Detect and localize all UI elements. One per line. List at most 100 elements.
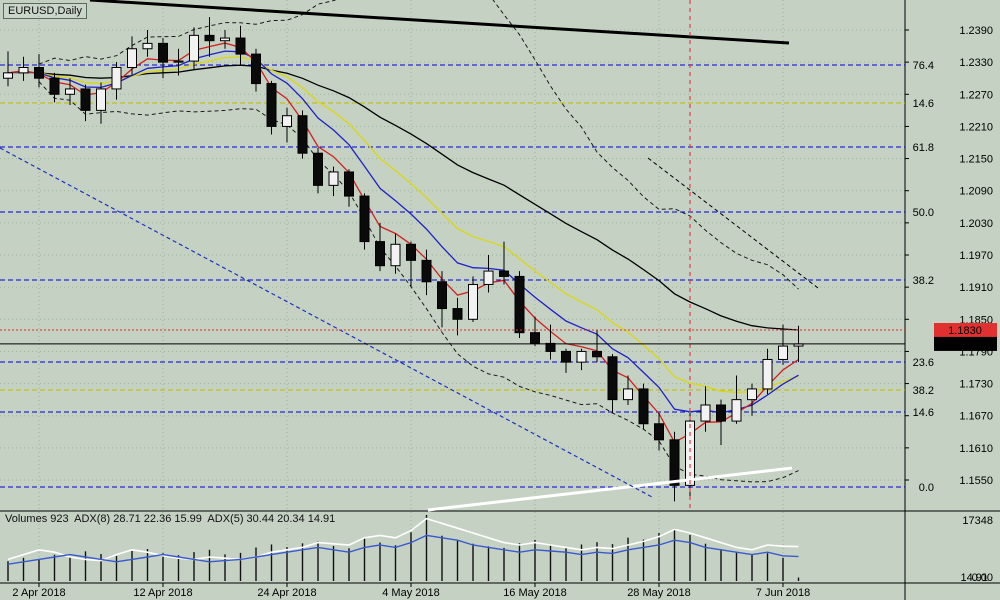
trendline-white[interactable] [427, 466, 793, 512]
price-axis-label: 1.1550 [959, 475, 993, 487]
candle-body [669, 439, 680, 486]
indicator-values-label: Volumes 923 ADX(8) 28.71 22.36 15.99 ADX… [5, 513, 336, 525]
fibonacci-level-label: 61.8 [913, 142, 934, 154]
moving-average-blue [7, 50, 799, 414]
candle-body [437, 281, 447, 310]
candle-body [452, 308, 463, 320]
candle-body [328, 171, 339, 186]
trendline-blue[interactable] [0, 147, 653, 498]
fibonacci-level-label: 23.6 [913, 357, 934, 369]
candle-body [359, 195, 370, 243]
date-axis-label: 4 May 2018 [382, 587, 439, 599]
price-tag-red [934, 323, 997, 337]
candle-body [127, 48, 137, 68]
price-lines[interactable]: 1.1830 1.1804 [0, 0, 997, 511]
price-axis-label: 1.1970 [959, 250, 993, 262]
candle-body [65, 88, 75, 95]
bollinger-upper-band [38, 0, 799, 290]
price-axis-label: 1.2330 [959, 57, 993, 69]
price-tag-label: 1.1830 [948, 325, 982, 337]
candle-body [297, 115, 308, 154]
candle-body [111, 67, 122, 90]
candle-body [251, 53, 261, 85]
indicator-min-label: 0.00 [972, 572, 993, 584]
date-axis-label: 16 May 2018 [503, 587, 567, 599]
candle-body [731, 399, 742, 422]
candle-body [716, 404, 726, 422]
fibonacci-level-label: 14.6 [913, 407, 934, 419]
candle-body [483, 270, 494, 285]
candle-body [545, 342, 556, 352]
price-axis-label: 1.2150 [959, 154, 993, 166]
candle-body [313, 152, 323, 186]
candle-body [282, 115, 292, 127]
candle-body [344, 171, 354, 197]
price-axis-label: 1.2090 [959, 186, 993, 198]
candle-body [375, 241, 385, 267]
moving-average-black [7, 64, 799, 331]
price-axis-label: 1.1730 [959, 379, 993, 391]
candle-body [34, 67, 44, 79]
price-axis-label: 1.1670 [959, 411, 993, 423]
candle-body [778, 345, 788, 360]
candle-body [3, 72, 13, 79]
candle-body [499, 270, 509, 277]
candle-body [173, 60, 184, 63]
fibonacci-level-label: 14.6 [913, 98, 934, 110]
moving-average-yellow [7, 56, 799, 394]
fibonacci-level-label: 38.2 [913, 275, 934, 287]
fibonacci-retracement[interactable]: 76.4 14.6 61.8 50.0 38.2 23.6 38.2 14.6 0.0 [0, 60, 934, 494]
chart-overlays [7, 0, 799, 483]
fibonacci-level-label: 76.4 [913, 60, 934, 72]
grid-lines [0, 0, 905, 583]
trendlines[interactable] [0, 0, 819, 512]
candle-body [49, 77, 60, 95]
candle-body [390, 243, 401, 267]
candle-body [576, 350, 587, 363]
candle-body [406, 243, 416, 261]
indicator-min-label: 14.91 [960, 572, 988, 584]
candle-body [220, 37, 230, 42]
price-tag-black [934, 336, 997, 351]
candle-body [530, 332, 540, 344]
date-axis-label: 7 Jun 2018 [756, 587, 810, 599]
date-axis-label: 28 May 2018 [627, 587, 691, 599]
price-axis-label: 1.1910 [959, 282, 993, 294]
candle-body [747, 388, 757, 401]
candle-body [142, 42, 153, 50]
candle-body [623, 388, 633, 401]
fibonacci-level-label: 38.2 [913, 385, 934, 397]
trendline-black[interactable] [89, 0, 790, 45]
candle-body [561, 350, 571, 363]
candle-body [235, 37, 246, 55]
fibonacci-level-label: 50.0 [913, 207, 934, 219]
bollinger-lower-band [38, 81, 799, 483]
fibonacci-level-label: 0.0 [919, 482, 934, 494]
date-axis-label: 12 Apr 2018 [133, 587, 192, 599]
symbol-timeframe-label: EURUSD,Daily [3, 3, 87, 19]
price-axis-label: 1.2390 [959, 25, 993, 37]
moving-average-red [7, 42, 799, 444]
candle-body [514, 275, 525, 334]
candle-body [638, 388, 649, 425]
price-axis-label: 1.2030 [959, 218, 993, 230]
candle-body [421, 259, 432, 283]
candle-body [762, 358, 773, 390]
candle-body [654, 423, 664, 441]
candle-body [189, 34, 199, 62]
candle-body [607, 356, 618, 401]
candle-body [468, 283, 478, 320]
candle-body [18, 67, 29, 74]
trendline-black[interactable] [647, 157, 819, 289]
candle-body [700, 404, 711, 422]
candle-body [158, 42, 168, 63]
candle-body [592, 350, 602, 358]
price-axis-label: 1.2210 [959, 121, 993, 133]
date-axis-label: 24 Apr 2018 [257, 587, 316, 599]
price-axis-label: 1.1610 [959, 443, 993, 455]
adx-line-blue [7, 534, 799, 565]
